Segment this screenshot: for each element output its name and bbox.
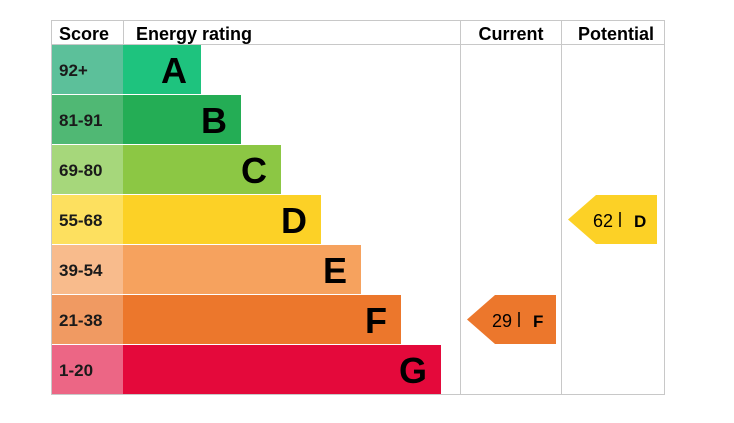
band-bar-b <box>123 95 241 144</box>
band-letter-b: B <box>201 100 227 141</box>
band-bar-a <box>123 45 201 94</box>
score-label-d: 55-68 <box>59 211 102 230</box>
current-rating-letter: F <box>533 312 543 331</box>
score-cell-c <box>52 145 123 194</box>
potential-rating-arrow <box>568 195 657 244</box>
score-label-a: 92+ <box>59 61 88 80</box>
score-label-g: 1-20 <box>59 361 93 380</box>
band-bar-g <box>123 345 441 394</box>
band-letter-c: C <box>241 150 267 191</box>
band-letter-f: F <box>365 300 387 341</box>
band-letter-d: D <box>281 200 307 241</box>
score-label-f: 21-38 <box>59 311 102 330</box>
score-cell-f <box>52 295 123 344</box>
score-label-e: 39-54 <box>59 261 103 280</box>
score-cell-d <box>52 195 123 244</box>
header-energy-rating: Energy rating <box>136 24 252 44</box>
rating-bands: 92+ A 81-91 B 69-80 C 55-68 D 39-54 E 21-38 F 1-20 G <box>52 45 441 394</box>
header-score: Score <box>59 24 109 44</box>
band-letter-a: A <box>161 50 187 91</box>
potential-rating-value: 62 <box>593 211 613 231</box>
score-label-b: 81-91 <box>59 111 102 130</box>
score-label-c: 69-80 <box>59 161 102 180</box>
rating-pointers: 29 F 62 D <box>467 195 657 344</box>
score-cell-e <box>52 245 123 294</box>
band-letter-g: G <box>399 350 427 391</box>
header-potential: Potential <box>578 24 654 44</box>
current-rating-value: 29 <box>492 311 512 331</box>
table-frame <box>51 20 665 395</box>
band-bar-e <box>123 245 361 294</box>
band-bar-c <box>123 145 281 194</box>
current-rating-arrow <box>467 295 556 344</box>
band-bar-d <box>123 195 321 244</box>
band-letter-e: E <box>323 250 347 291</box>
potential-rating-letter: D <box>634 212 646 231</box>
band-bar-f <box>123 295 401 344</box>
score-cell-a <box>52 45 123 94</box>
score-cell-b <box>52 95 123 144</box>
header-current: Current <box>478 24 543 44</box>
score-cell-g <box>52 345 123 394</box>
